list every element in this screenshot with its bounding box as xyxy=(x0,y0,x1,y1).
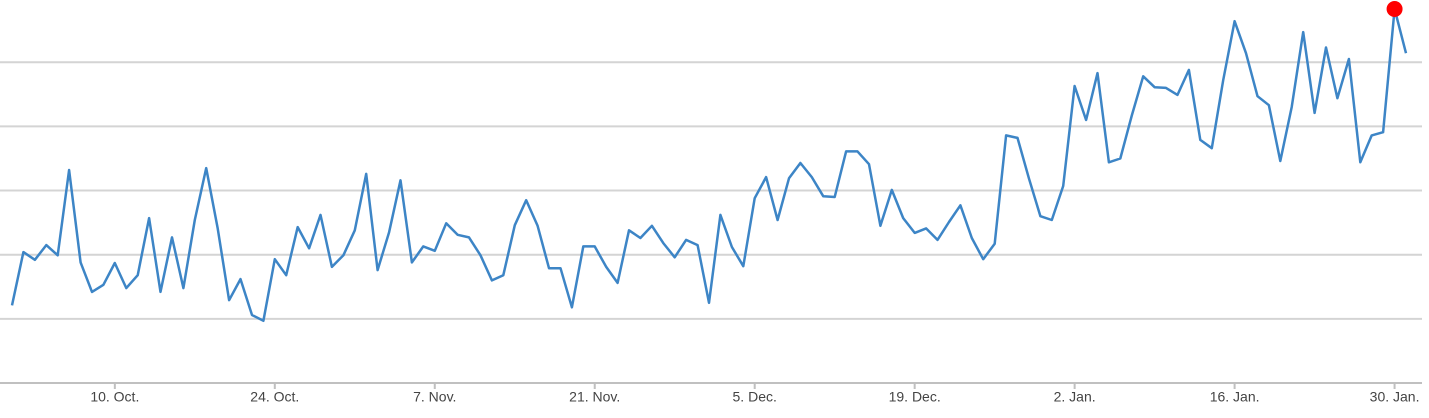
x-tick-label: 5. Dec. xyxy=(733,389,777,405)
x-tick-label: 24. Oct. xyxy=(250,389,299,405)
x-tick-label: 2. Jan. xyxy=(1054,389,1096,405)
x-tick-label: 16. Jan. xyxy=(1210,389,1260,405)
x-tick-label: 21. Nov. xyxy=(569,389,620,405)
x-tick-label: 10. Oct. xyxy=(90,389,139,405)
max-marker xyxy=(1386,0,1403,17)
x-tick-label: 19. Dec. xyxy=(889,389,941,405)
x-tick-label: 30. Jan. xyxy=(1370,389,1420,405)
x-tick-label: 7. Nov. xyxy=(413,389,456,405)
line-series xyxy=(10,7,1408,323)
